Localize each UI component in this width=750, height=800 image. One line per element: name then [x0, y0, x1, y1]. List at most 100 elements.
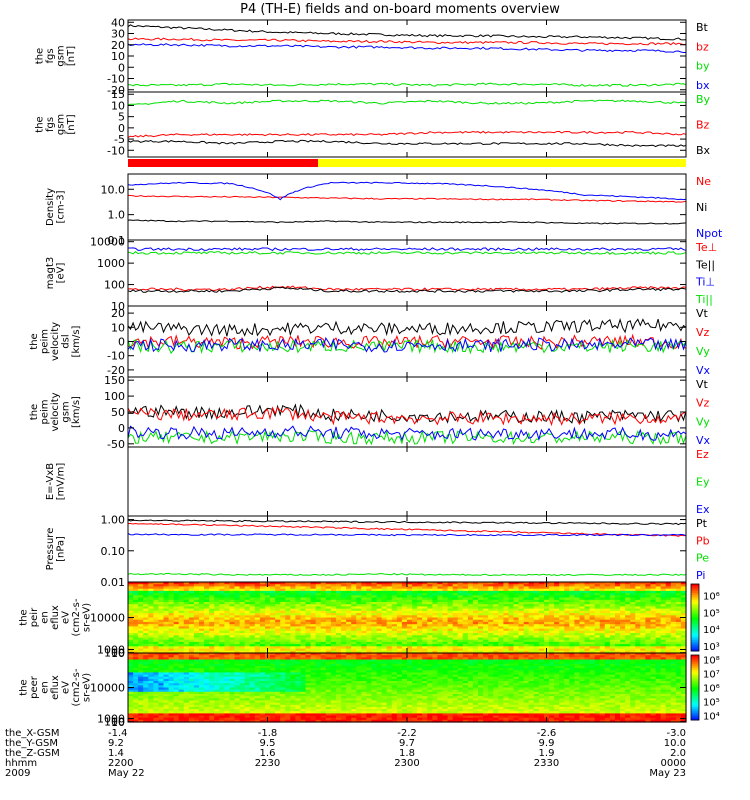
y-tick-label: 40	[111, 16, 125, 29]
y-label-line: [nT]	[66, 114, 77, 134]
y-tick-label: 0	[118, 122, 125, 135]
y-label-line: eV	[61, 681, 72, 694]
y-tick-label: 100	[104, 716, 125, 729]
panel-4: 10000 1000 100 10 magt3 [eV] Te⊥ Te|| Ti⊥ Ti||	[45, 236, 717, 313]
legend-Bx: Bx	[696, 144, 711, 157]
panel-8: 1.00 0.10 0.01 Pressure [nPa] Pt Pb Pe Pi	[45, 514, 710, 589]
legend-Vy: Vy	[696, 415, 710, 428]
y-tick-label: 10.0	[101, 183, 126, 196]
y-label-line: en	[40, 681, 51, 694]
y-label-line: E=-VxB	[45, 463, 56, 500]
y-tick-label: 50	[111, 406, 125, 419]
y-label-line: the	[19, 679, 30, 695]
panel-6: 150 100 50 0 -50 the peim velocity gsm [km/s] Vt Vz…	[29, 374, 711, 451]
legend-Ti: Ti||	[695, 293, 713, 306]
series-Ni-line	[127, 219, 687, 225]
y-label-line: [cm-3]	[55, 190, 66, 223]
y-tick-label: 20	[111, 39, 125, 52]
y-label-line: [nPa]	[55, 536, 66, 562]
y-label-line: velocity	[50, 392, 61, 431]
series-bx-line	[127, 43, 686, 53]
legend-Pt: Pt	[696, 517, 708, 530]
y-label-line: [km/s]	[71, 325, 82, 357]
footer-value: 2230	[255, 758, 280, 769]
y-axis-label: the peim velocity gsm [km/s]	[29, 392, 82, 431]
y-tick-label: 5	[118, 111, 125, 124]
y-tick-label: 1000	[97, 643, 125, 656]
footer-value: 10.0	[664, 738, 686, 749]
y-label-line: the	[29, 333, 40, 349]
legend-bx: bx	[696, 79, 710, 92]
y-tick-label: -10	[107, 73, 125, 86]
mode-bar-fast	[128, 159, 318, 167]
y-tick-label: 10	[111, 300, 125, 313]
footer-row-label: the_Y-GSM	[5, 738, 58, 749]
footer-value: 2300	[394, 758, 419, 769]
series-By-line	[127, 99, 687, 106]
legend-Npot: Npot	[696, 227, 723, 240]
legend-Pe: Pe	[696, 552, 709, 565]
y-axis-label: the fgs gsm [nT]	[34, 114, 77, 135]
legend-Ne: Ne	[696, 175, 711, 188]
footer-value: -1.8	[258, 728, 278, 739]
y-label-line: [eV]	[55, 263, 66, 284]
series-Pb-line	[128, 522, 686, 537]
footer-value: -3.0	[666, 728, 686, 739]
colorbar-label: 10⁴	[703, 625, 720, 636]
legend-By: By	[696, 93, 711, 106]
colorbar-9: 10⁶ 10⁵ 10⁴ 10³	[690, 583, 720, 653]
series-Vz-line	[127, 406, 687, 427]
y-tick-label: 0.1	[108, 234, 126, 247]
y-label-line: gsm	[55, 45, 66, 66]
legend-Ex: Ex	[696, 503, 710, 516]
y-label-line: fgs	[45, 117, 56, 132]
y-tick-label: 10000	[90, 612, 125, 625]
colorbar-label: 10⁴	[703, 712, 720, 723]
y-tick-label: 30	[111, 28, 125, 41]
y-tick-label: -50	[107, 438, 125, 451]
colorbar-label: 10⁵	[703, 698, 720, 709]
colorbar-label: 10⁵	[703, 608, 720, 619]
series-by-line	[128, 82, 687, 87]
footer-value: -2.2	[397, 728, 417, 739]
y-label-line: (cm2-s-	[71, 598, 82, 636]
y-label-line: [nT]	[66, 46, 77, 66]
y-label-line: eV	[61, 611, 72, 624]
y-label-line: peim	[40, 399, 51, 424]
y-tick-label: -5	[114, 133, 125, 146]
footer-row-label: the_Z-GSM	[5, 748, 60, 759]
legend-Vx: Vx	[696, 364, 711, 377]
series-Bt-line	[127, 24, 687, 41]
series-Pt-line	[127, 519, 687, 526]
y-tick-label: 100	[104, 390, 125, 403]
y-label-line: (cm2-s-	[71, 668, 82, 706]
y-axis-label: the fgs gsm [nT]	[34, 45, 77, 66]
footer-row-label: hhmm	[5, 758, 37, 769]
legend-Vz: Vz	[696, 326, 710, 339]
footer-value: 9.5	[260, 738, 276, 749]
legend-Te: Te⊥	[695, 241, 717, 254]
y-label-line: Density	[45, 188, 56, 226]
y-label-line: gsm	[55, 114, 66, 135]
series-Ti-line	[128, 247, 687, 252]
series-Vz-line	[127, 333, 687, 350]
y-axis-label: the peim velocity dsl [km/s]	[29, 322, 82, 361]
colorbar-10: 10⁸ 10⁷ 10⁶ 10⁵ 10⁴	[690, 654, 720, 723]
series-Bx-line	[127, 139, 687, 148]
footer-value: 0000	[661, 758, 686, 769]
footer-date-start: May 22	[108, 768, 145, 779]
y-tick-label: -10	[107, 144, 125, 157]
y-tick-label: 15	[111, 88, 125, 101]
y-label-line: velocity	[50, 322, 61, 361]
y-label-line: magt3	[45, 257, 56, 290]
y-label-line: peer	[29, 675, 40, 699]
y-label-line: peir	[29, 607, 40, 627]
colorbar-label: 10⁶	[703, 592, 720, 603]
orbit-footer: the_X-GSM -1.4 -1.8 -2.2 -2.6 -3.0 the_Y-GSM 9.…	[5, 728, 686, 779]
y-tick-label: 100	[104, 647, 125, 660]
y-axis-label: the peir en eflux eV (cm2-s-sr-eV)	[19, 598, 93, 636]
y-label-line: eflux	[50, 605, 61, 630]
series-Ti-line	[127, 251, 687, 255]
